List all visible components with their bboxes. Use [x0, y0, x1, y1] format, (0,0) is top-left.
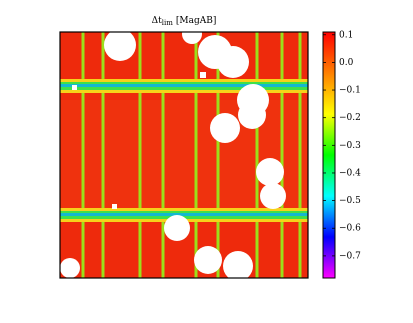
heatmap-image: [60, 32, 308, 278]
colorbar-tick-label: 0.1: [339, 30, 353, 40]
colorbar-tick-label: −0.2: [339, 113, 361, 123]
colorbar-fill: [322, 31, 336, 279]
colorbar-tick-label: −0.6: [339, 224, 361, 234]
colorbar: 0.1 0.0 −0.1 −0.2 −0.3 −0.4 −0.5 −0.6 −0.7: [322, 30, 361, 279]
colorbar-tick-label: 0.0: [339, 58, 354, 68]
colorbar-tick-label: −0.5: [339, 196, 361, 206]
colorbar-tick-label: −0.7: [339, 251, 361, 261]
colorbar-tick-label: −0.3: [339, 141, 361, 151]
colorbar-tick-label: −0.1: [339, 86, 361, 96]
colorbar-tick-label: −0.4: [339, 168, 361, 178]
axes-frame: [59, 31, 309, 279]
chart-title: Δtlim [MagAB]: [152, 16, 217, 28]
